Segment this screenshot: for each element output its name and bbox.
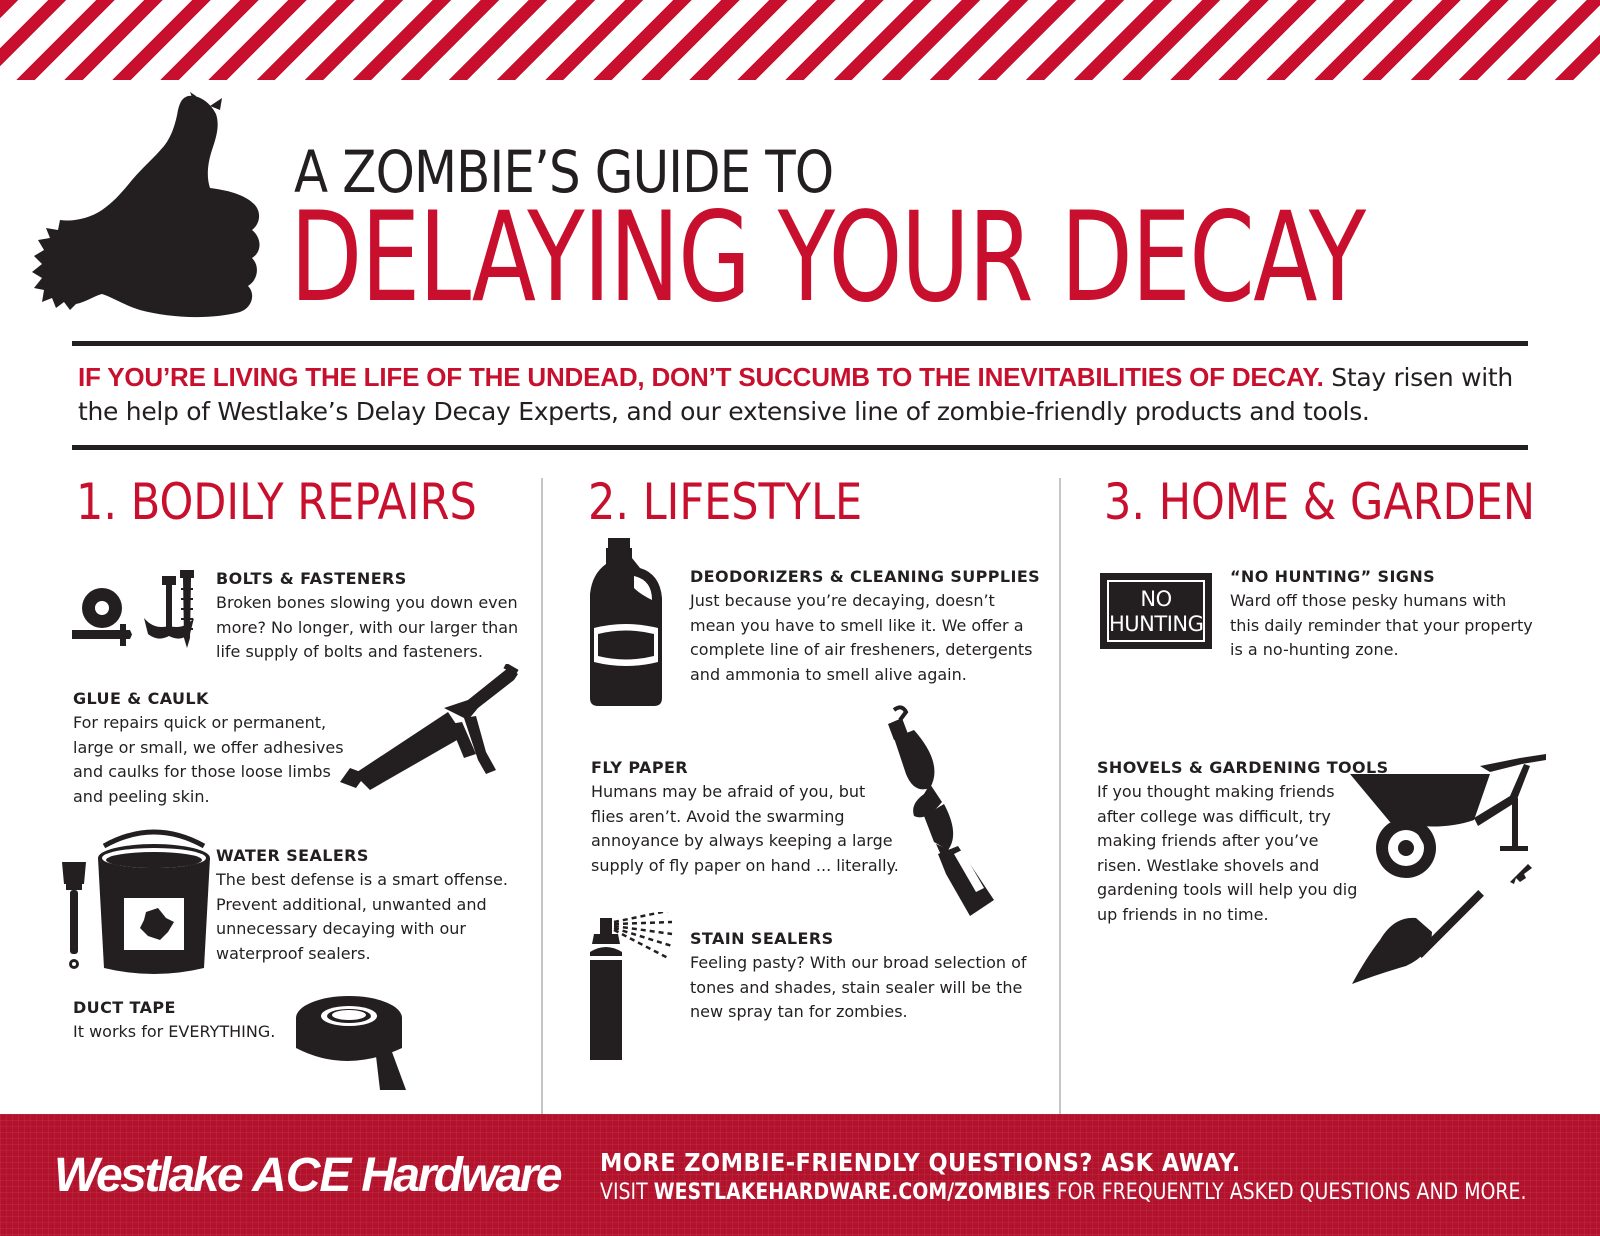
item-text-shovels: If you thought making friends after coll… <box>1097 782 1358 924</box>
item-title-deodorizers: DEODORIZERS & CLEANING SUPPLIES <box>690 567 1041 586</box>
column-divider-2 <box>1059 478 1061 1114</box>
page-title-line2: DELAYING YOUR DECAY <box>290 186 1366 330</box>
intro-paragraph: IF YOU’RE LIVING THE LIFE OF THE UNDEAD,… <box>78 360 1528 429</box>
item-text-flypaper: Humans may be afraid of you, but flies a… <box>591 782 899 875</box>
footer-visit-line: VISIT WESTLAKEHARDWARE.COM/ZOMBIES FOR F… <box>600 1180 1527 1205</box>
no-hunting-sign-frame: NO HUNTING <box>1107 580 1205 642</box>
zombie-thumbs-up-icon <box>32 92 260 318</box>
item-title-stain: STAIN SEALERS <box>690 929 834 948</box>
bolts-fasteners-icon <box>72 570 194 648</box>
item-title-glue: GLUE & CAULK <box>73 689 209 708</box>
item-text-deodorizers: Just because you’re decaying, doesn’t me… <box>690 591 1033 684</box>
bleach-bottle-icon <box>590 538 662 706</box>
page-title-line1: A ZOMBIE’S GUIDE TO <box>294 138 834 206</box>
no-hunting-sign-line1: NO <box>1140 587 1172 611</box>
fly-paper-icon <box>888 705 994 916</box>
hazard-stripes-banner <box>0 0 1600 80</box>
divider-bottom <box>72 445 1528 450</box>
footer-visit-post: FOR FREQUENTLY ASKED QUESTIONS AND MORE. <box>1056 1180 1527 1205</box>
westlake-ace-hardware-logo[interactable]: Westlake ACE Hardware <box>54 1148 563 1204</box>
section-heading-lifestyle: 2. LIFESTYLE <box>588 473 863 531</box>
item-title-bolts: BOLTS & FASTENERS <box>216 569 407 588</box>
paint-bucket-brush-icon <box>62 829 210 974</box>
caulk-gun-icon <box>340 664 519 790</box>
item-text-nohunting: Ward off those pesky humans with this da… <box>1230 591 1533 659</box>
section-heading-bodily-repairs: 1. BODILY REPAIRS <box>76 473 477 531</box>
intro-lead: IF YOU’RE LIVING THE LIFE OF THE UNDEAD,… <box>78 362 1324 392</box>
item-text-duct: It works for EVERYTHING. <box>73 1022 276 1041</box>
duct-tape-icon <box>296 996 406 1090</box>
logo-ace: ACE <box>252 1149 351 1202</box>
wheelbarrow-shovel-icon <box>1350 754 1546 984</box>
item-title-water: WATER SEALERS <box>216 846 369 865</box>
logo-westlake: Westlake <box>54 1149 244 1202</box>
column-divider-1 <box>541 478 543 1114</box>
section-heading-home-garden: 3. HOME & GARDEN <box>1104 473 1536 531</box>
item-text-bolts: Broken bones slowing you down even more?… <box>216 593 519 661</box>
divider-top <box>72 341 1528 346</box>
item-text-glue: For repairs quick or permanent, large or… <box>73 713 344 806</box>
logo-hardware: Hardware <box>361 1149 562 1202</box>
footer-url-link[interactable]: WESTLAKEHARDWARE.COM/ZOMBIES <box>653 1180 1051 1205</box>
item-text-stain: Feeling pasty? With our broad selection … <box>690 953 1027 1021</box>
no-hunting-sign-line2: HUNTING <box>1109 612 1204 636</box>
spray-can-icon <box>590 912 673 1060</box>
item-title-nohunting: “NO HUNTING” SIGNS <box>1230 567 1436 586</box>
item-text-water: The best defense is a smart offense. Pre… <box>216 870 508 963</box>
no-hunting-sign-icon: NO HUNTING <box>1100 573 1212 649</box>
footer-visit-pre: VISIT <box>600 1180 648 1205</box>
item-title-shovels: SHOVELS & GARDENING TOOLS <box>1097 758 1389 777</box>
item-title-flypaper: FLY PAPER <box>591 758 689 777</box>
intro-body: Stay risen with the help of Westlake’s D… <box>78 363 1513 426</box>
item-title-duct: DUCT TAPE <box>73 998 176 1017</box>
footer-headline: MORE ZOMBIE-FRIENDLY QUESTIONS? ASK AWAY… <box>600 1148 1241 1177</box>
footer-banner <box>0 1114 1600 1236</box>
